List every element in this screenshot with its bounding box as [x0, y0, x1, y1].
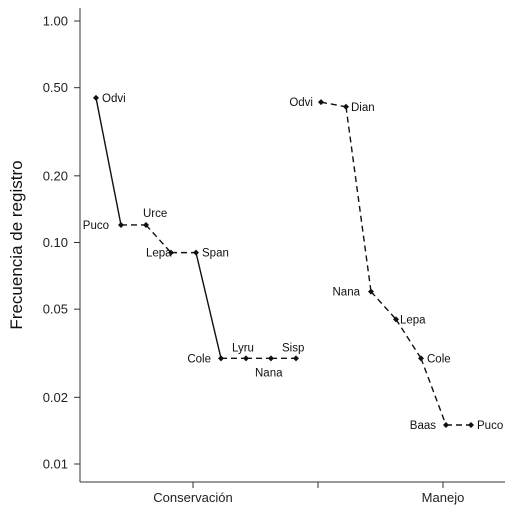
point-label: Cole	[427, 353, 451, 365]
y-tick-label: 0.01	[43, 457, 68, 472]
data-point	[268, 355, 274, 362]
data-point	[193, 249, 199, 256]
series-segment	[395, 318, 422, 359]
point-label: Lepa	[400, 314, 426, 326]
data-point	[118, 221, 124, 228]
series-segment	[95, 97, 122, 226]
point-label: Sisp	[282, 342, 304, 354]
y-tick-label: 0.02	[43, 390, 68, 405]
point-labels: Odvi Puco Urce Lepa Span Cole Lyru Nana Sisp Odvi…	[83, 93, 503, 432]
point-label: Nana	[333, 287, 361, 299]
data-point	[168, 249, 174, 256]
data-point	[243, 355, 249, 362]
series-segment	[345, 106, 372, 292]
point-label: Lyru	[232, 342, 254, 354]
data-point	[443, 421, 449, 428]
data-point	[318, 99, 324, 106]
x-category-label: Conservación	[153, 490, 233, 505]
data-point	[393, 316, 399, 323]
y-tick-label: 0.50	[43, 80, 68, 95]
y-tick-label: 1.00	[43, 14, 68, 29]
data-point	[293, 355, 299, 362]
point-label: Nana	[255, 367, 283, 379]
point-label: Puco	[83, 220, 109, 232]
x-category-label: Manejo	[422, 490, 465, 505]
point-label: Baas	[410, 420, 436, 432]
point-label: Span	[202, 248, 229, 260]
data-point	[143, 221, 149, 228]
data-point	[418, 355, 424, 362]
point-label: Dian	[351, 102, 375, 114]
y-tick-label: 0.05	[43, 302, 68, 317]
point-label: Puco	[477, 420, 503, 432]
axes: 1.00 0.50 0.20 0.10 0.05 0.02 0.01 Conservación…	[43, 8, 505, 505]
series-segment	[145, 224, 172, 254]
series-segment	[370, 291, 397, 320]
point-label: Odvi	[289, 97, 313, 109]
point-label: Urce	[143, 208, 167, 220]
series-segment	[320, 101, 347, 108]
series-lines	[95, 97, 471, 426]
data-point	[368, 288, 374, 295]
point-label: Odvi	[102, 93, 126, 105]
series-segment	[195, 252, 222, 359]
series-points	[93, 94, 474, 428]
data-point	[468, 421, 474, 428]
point-label: Lepa	[146, 248, 172, 260]
y-tick-label: 0.10	[43, 235, 68, 250]
y-tick-label: 0.20	[43, 168, 68, 183]
data-point	[93, 94, 99, 101]
y-axis-title: Frecuencia de registro	[7, 160, 26, 329]
series-segment	[420, 358, 447, 426]
point-label: Cole	[187, 353, 211, 365]
data-point	[343, 103, 349, 110]
data-point	[218, 355, 224, 362]
